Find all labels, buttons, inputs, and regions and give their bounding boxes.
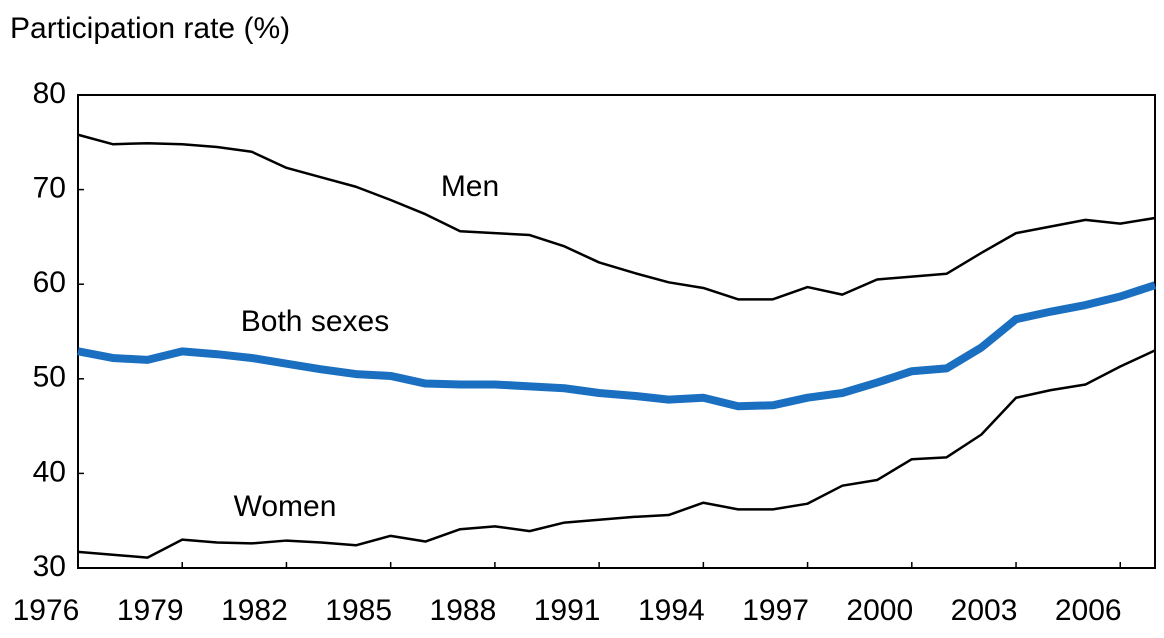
series-label: Both sexes	[241, 305, 389, 338]
y-tick-label: 50	[33, 361, 66, 394]
series-line	[77, 349, 1156, 559]
y-tick-label: 80	[33, 77, 66, 110]
series-label: Women	[234, 490, 337, 523]
x-tick-label: 1988	[430, 594, 497, 627]
y-tick-label: 60	[33, 266, 66, 299]
x-tick-label: 2000	[846, 594, 913, 627]
x-tick-label: 1985	[325, 594, 392, 627]
x-tick-label: 1982	[221, 594, 288, 627]
x-tick-label: 2003	[951, 594, 1018, 627]
x-tick-label: 1991	[534, 594, 601, 627]
x-tick-label: 1976	[13, 594, 80, 627]
x-tick-label: 1997	[742, 594, 809, 627]
series-line	[77, 281, 1157, 411]
y-tick-label: 30	[33, 550, 66, 583]
y-axis-title: Participation rate (%)	[10, 12, 290, 45]
x-tick-label: 1979	[117, 594, 184, 627]
plot-frame	[77, 94, 1156, 569]
x-tick-label: 1994	[638, 594, 705, 627]
x-tick-label: 2006	[1055, 594, 1122, 627]
series-line	[77, 133, 1156, 301]
y-tick-label: 70	[33, 172, 66, 205]
y-tick-label: 40	[33, 455, 66, 488]
series-label: Men	[441, 170, 499, 203]
